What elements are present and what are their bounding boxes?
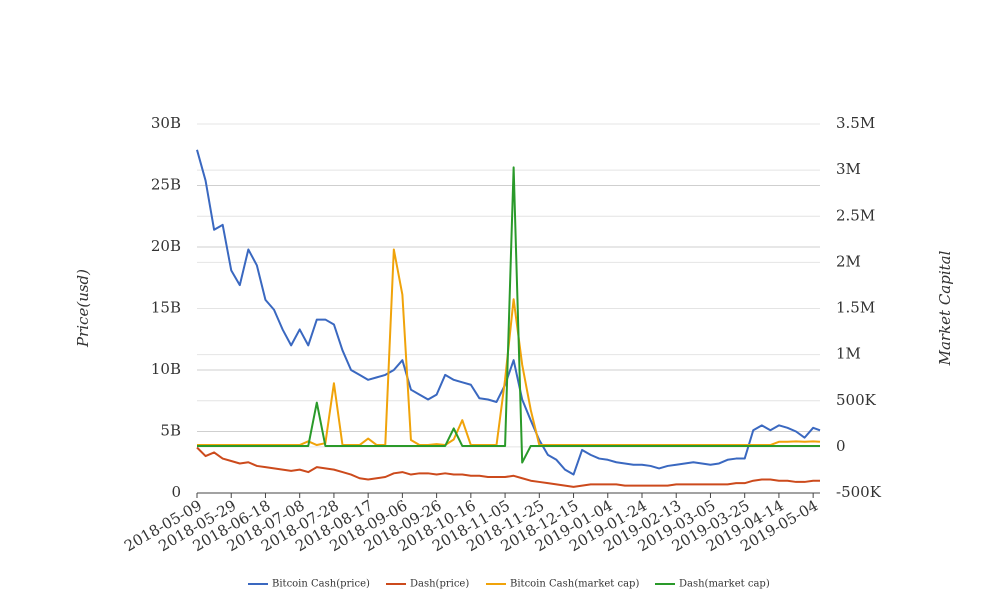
legend-label: Dash(price)	[410, 579, 469, 590]
y2-tick-label: 1M	[836, 345, 861, 363]
y2-tick-label: 0	[836, 437, 846, 455]
y-tick-label: 15B	[151, 299, 181, 317]
y-tick-label: 20B	[151, 237, 181, 255]
y-tick-label: 10B	[151, 360, 181, 378]
legend: Bitcoin Cash(price) Dash(price) Bitcoin Ca…	[248, 579, 770, 590]
y2-tick-label: 1.5M	[836, 299, 875, 317]
y-tick-label: 25B	[151, 176, 181, 194]
legend-label: Dash(market cap)	[679, 579, 770, 590]
series-line	[197, 166, 820, 464]
plot-area	[196, 149, 821, 488]
y-tick-label: 0	[171, 483, 181, 501]
y2-tick-label: 500K	[836, 391, 877, 409]
y2-tick-label: 2.5M	[836, 206, 875, 224]
y2-tick-label: 3.5M	[836, 114, 875, 132]
series-line	[196, 446, 820, 488]
legend-label: Bitcoin Cash(price)	[272, 579, 370, 590]
y2-axis-title: Market Capital	[936, 250, 954, 366]
y2-tick-label: 3M	[836, 160, 861, 178]
y-tick-label: 30B	[151, 114, 181, 132]
y2-tick-label: -500K	[836, 483, 882, 501]
y2-tick-label: 2M	[836, 252, 861, 270]
y-axis-title: Price(usd)	[74, 269, 92, 348]
y-tick-label: 5B	[160, 422, 181, 440]
series-line	[196, 149, 821, 476]
legend-label: Bitcoin Cash(market cap)	[510, 579, 639, 590]
